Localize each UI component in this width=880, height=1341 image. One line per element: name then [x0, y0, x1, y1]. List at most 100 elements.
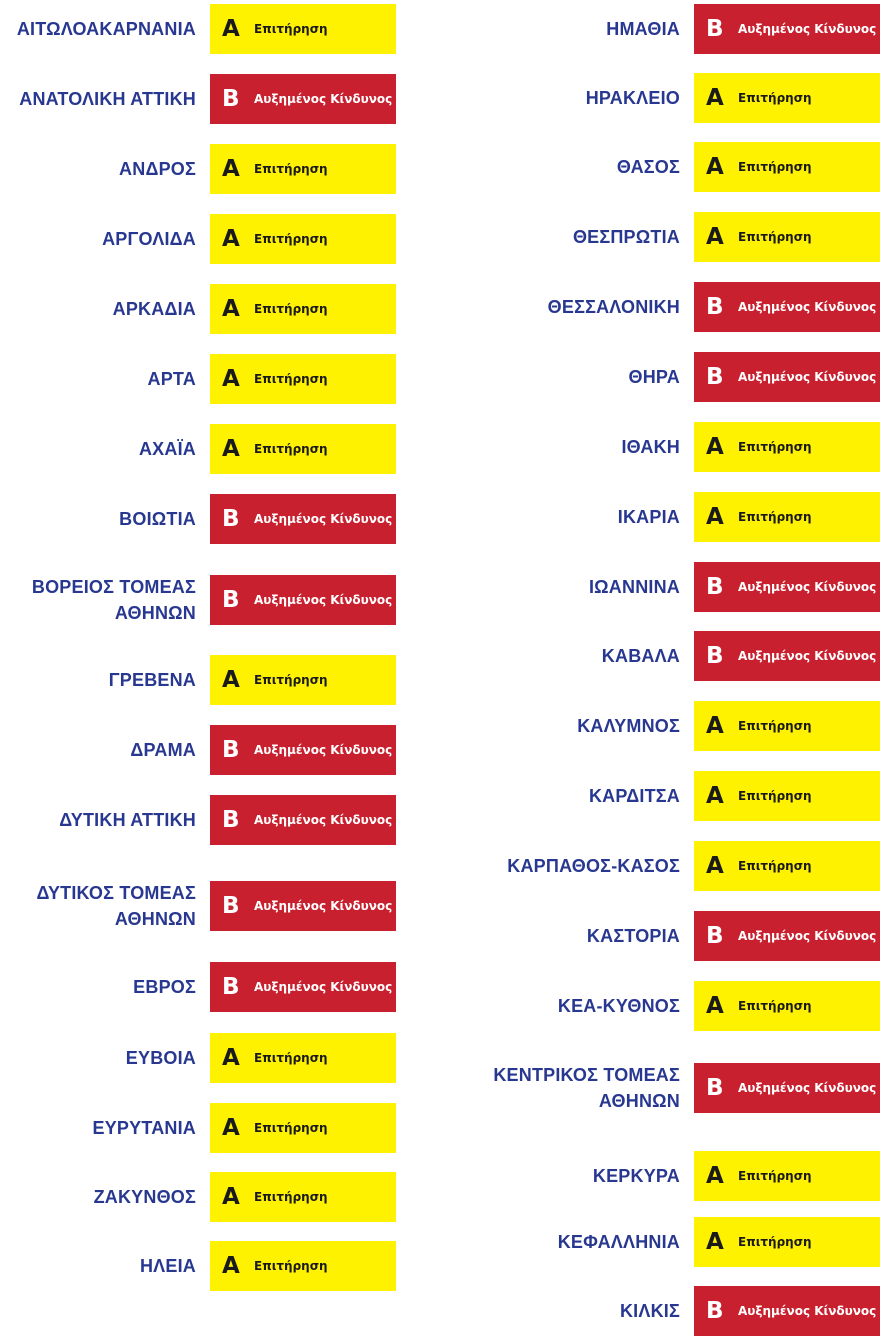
region-name: ΚΑΡΠΑΘΟΣ-ΚΑΣΟΣ	[486, 853, 694, 879]
region-row: ΑΙΤΩΛΟΑΚΑΡΝΑΝΙΑ A Επιτήρηση	[0, 0, 396, 59]
region-name-line: ΑΝΑΤΟΛΙΚΗ ΑΤΤΙΚΗ	[19, 89, 196, 109]
risk-level-badge: B Αυξημένος Κίνδυνος	[694, 352, 880, 402]
region-row: ΕΥΡΥΤΑΝΙΑ A Επιτήρηση	[0, 1098, 396, 1158]
region-name: ΘΕΣΣΑΛΟΝΙΚΗ	[486, 294, 694, 320]
risk-level-badge: A Επιτήρηση	[210, 144, 396, 194]
region-name-line: ΕΥΒΟΙΑ	[125, 1048, 196, 1068]
region-name-line: ΗΜΑΘΙΑ	[606, 19, 680, 39]
region-name-line: ΚΑΡΔΙΤΣΑ	[588, 786, 680, 806]
risk-level-label: Αυξημένος Κίνδυνος	[738, 649, 877, 663]
region-row: ΙΩΑΝΝΙΝΑ B Αυξημένος Κίνδυνος	[486, 557, 880, 617]
risk-level-letter: B	[222, 85, 240, 112]
region-name-line: ΘΕΣΠΡΩΤΙΑ	[572, 227, 680, 247]
region-name-line: ΙΘΑΚΗ	[621, 437, 680, 457]
region-name-line: ΗΛΕΙΑ	[139, 1256, 196, 1276]
risk-level-badge: B Αυξημένος Κίνδυνος	[694, 911, 880, 961]
region-row: ΚΑΒΑΛΑ B Αυξημένος Κίνδυνος	[486, 626, 880, 686]
risk-level-label: Επιτήρηση	[738, 510, 812, 524]
region-name-line: ΚΑΒΑΛΑ	[601, 646, 680, 666]
region-name-line: ΔΡΑΜΑ	[130, 740, 196, 760]
risk-level-badge: B Αυξημένος Κίνδυνος	[210, 795, 396, 845]
risk-level-letter: B	[706, 1074, 724, 1101]
region-row: ΘΕΣΠΡΩΤΙΑ A Επιτήρηση	[486, 207, 880, 267]
risk-level-label: Επιτήρηση	[254, 1259, 328, 1273]
region-name-line: ΙΩΑΝΝΙΝΑ	[588, 577, 680, 597]
risk-level-label: Αυξημένος Κίνδυνος	[254, 980, 393, 994]
region-name: ΑΝΑΤΟΛΙΚΗ ΑΤΤΙΚΗ	[0, 86, 210, 112]
region-row: ΒΟΡΕΙΟΣ ΤΟΜΕΑΣ ΑΘΗΝΩΝ B Αυξημένος Κίνδυνος	[0, 570, 396, 630]
region-name: ΚΕΑ-ΚΥΘΝΟΣ	[486, 993, 694, 1019]
region-name: ΑΝΔΡΟΣ	[0, 156, 210, 182]
region-name: ΑΡΚΑΔΙΑ	[0, 296, 210, 322]
risk-level-label: Αυξημένος Κίνδυνος	[738, 22, 877, 36]
risk-level-badge: B Αυξημένος Κίνδυνος	[694, 1286, 880, 1336]
region-row: ΑΝΔΡΟΣ A Επιτήρηση	[0, 139, 396, 199]
risk-level-letter: A	[222, 1252, 240, 1279]
risk-level-letter: A	[706, 153, 724, 180]
risk-level-label: Αυξημένος Κίνδυνος	[254, 813, 393, 827]
risk-level-badge: A Επιτήρηση	[694, 841, 880, 891]
region-name-line: ΘΗΡΑ	[628, 367, 680, 387]
region-row: ΔΡΑΜΑ B Αυξημένος Κίνδυνος	[0, 720, 396, 780]
risk-level-letter: A	[706, 852, 724, 879]
risk-level-letter: B	[706, 363, 724, 390]
region-row: ΕΒΡΟΣ B Αυξημένος Κίνδυνος	[0, 957, 396, 1017]
region-name: ΚΑΛΥΜΝΟΣ	[486, 713, 694, 739]
region-row: ΚΑΡΔΙΤΣΑ A Επιτήρηση	[486, 766, 880, 826]
risk-level-badge: A Επιτήρηση	[694, 1151, 880, 1201]
region-name: ΒΟΙΩΤΙΑ	[0, 506, 210, 532]
region-name: ΗΛΕΙΑ	[0, 1253, 210, 1279]
risk-level-badge: B Αυξημένος Κίνδυνος	[694, 1063, 880, 1113]
region-row: ΘΕΣΣΑΛΟΝΙΚΗ B Αυξημένος Κίνδυνος	[486, 277, 880, 337]
region-name: ΔΡΑΜΑ	[0, 737, 210, 763]
risk-level-letter: B	[222, 973, 240, 1000]
risk-level-label: Αυξημένος Κίνδυνος	[254, 593, 393, 607]
region-name: ΖΑΚΥΝΘΟΣ	[0, 1184, 210, 1210]
region-row: ΓΡΕΒΕΝΑ A Επιτήρηση	[0, 650, 396, 710]
region-name: ΑΧΑΪΑ	[0, 436, 210, 462]
risk-level-label: Επιτήρηση	[738, 789, 812, 803]
risk-level-letter: A	[222, 225, 240, 252]
region-row: ΕΥΒΟΙΑ A Επιτήρηση	[0, 1028, 396, 1088]
region-row: ΑΝΑΤΟΛΙΚΗ ΑΤΤΙΚΗ B Αυξημένος Κίνδυνος	[0, 69, 396, 129]
region-name-line: ΑΧΑΪΑ	[138, 439, 196, 459]
risk-level-letter: A	[222, 155, 240, 182]
region-name: ΗΡΑΚΛΕΙΟ	[486, 85, 694, 111]
risk-level-label: Αυξημένος Κίνδυνος	[738, 370, 877, 384]
region-row: ΔΥΤΙΚΟΣ ΤΟΜΕΑΣ ΑΘΗΝΩΝ B Αυξημένος Κίνδυνος	[0, 876, 396, 936]
risk-level-badge: A Επιτήρηση	[210, 424, 396, 474]
region-name-line: ΑΡΓΟΛΙΔΑ	[102, 229, 196, 249]
risk-level-label: Αυξημένος Κίνδυνος	[738, 1081, 877, 1095]
risk-level-badge: A Επιτήρηση	[210, 354, 396, 404]
risk-level-letter: B	[222, 806, 240, 833]
risk-level-badge: B Αυξημένος Κίνδυνος	[210, 962, 396, 1012]
risk-level-label: Επιτήρηση	[738, 859, 812, 873]
risk-level-letter: A	[706, 433, 724, 460]
region-name: ΕΥΒΟΙΑ	[0, 1045, 210, 1071]
region-name-line: ΑΘΗΝΩΝ	[598, 1091, 680, 1111]
risk-level-letter: B	[222, 586, 240, 613]
risk-level-label: Επιτήρηση	[738, 440, 812, 454]
risk-level-letter: B	[706, 15, 724, 42]
risk-level-letter: A	[222, 435, 240, 462]
risk-level-badge: A Επιτήρηση	[694, 142, 880, 192]
region-name-line: ΑΡΤΑ	[147, 369, 196, 389]
risk-level-label: Επιτήρηση	[254, 232, 328, 246]
risk-level-badge: A Επιτήρηση	[210, 655, 396, 705]
risk-level-letter: B	[706, 573, 724, 600]
region-name: ΔΥΤΙΚΗ ΑΤΤΙΚΗ	[0, 807, 210, 833]
region-name: ΚΕΦΑΛΛΗΝΙΑ	[486, 1229, 694, 1255]
risk-level-letter: A	[706, 992, 724, 1019]
risk-level-letter: A	[222, 365, 240, 392]
region-row: ΔΥΤΙΚΗ ΑΤΤΙΚΗ B Αυξημένος Κίνδυνος	[0, 790, 396, 850]
risk-level-label: Αυξημένος Κίνδυνος	[254, 512, 393, 526]
region-row: ΚΕΡΚΥΡΑ A Επιτήρηση	[486, 1146, 880, 1206]
risk-level-badge: A Επιτήρηση	[210, 1103, 396, 1153]
risk-level-badge: A Επιτήρηση	[210, 4, 396, 54]
region-name: ΑΙΤΩΛΟΑΚΑΡΝΑΝΙΑ	[0, 16, 210, 42]
risk-level-label: Επιτήρηση	[738, 1235, 812, 1249]
risk-level-badge: B Αυξημένος Κίνδυνος	[210, 74, 396, 124]
region-row: ΗΡΑΚΛΕΙΟ A Επιτήρηση	[486, 68, 880, 128]
region-row: ΒΟΙΩΤΙΑ B Αυξημένος Κίνδυνος	[0, 489, 396, 549]
region-name-line: ΑΙΤΩΛΟΑΚΑΡΝΑΝΙΑ	[16, 19, 196, 39]
